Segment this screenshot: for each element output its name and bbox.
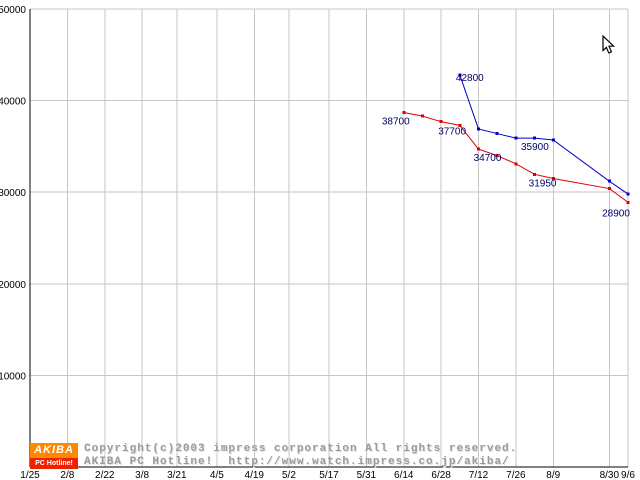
y-axis-tick-label: 30000 <box>0 188 26 199</box>
x-axis-tick-label: 7/26 <box>506 470 526 480</box>
data-point <box>626 200 630 204</box>
data-point <box>495 154 499 158</box>
akiba-pc-hotline-logo: AKIBA PC Hotline! <box>30 443 78 469</box>
data-point <box>514 162 518 166</box>
x-axis-tick-label: 9/6 <box>621 470 635 480</box>
logo-akiba-text: AKIBA <box>30 443 78 458</box>
x-axis-tick-label: 1/25 <box>20 470 40 480</box>
x-axis-tick-label: 2/8 <box>60 470 74 480</box>
data-point <box>533 172 537 176</box>
price-value-label: 42800 <box>456 73 484 84</box>
data-point <box>607 187 611 191</box>
x-axis-tick-label: 8/9 <box>546 470 560 480</box>
x-axis-tick-label: 4/5 <box>210 470 224 480</box>
price-value-label: 28900 <box>602 208 630 219</box>
data-point <box>458 123 462 127</box>
data-point <box>420 114 424 118</box>
y-axis-tick-label: 10000 <box>0 371 26 382</box>
x-axis-tick-label: 2/22 <box>95 470 115 480</box>
data-point <box>495 132 499 136</box>
x-axis-tick-label: 4/19 <box>245 470 265 480</box>
data-point <box>533 136 537 140</box>
y-axis-tick-label: 50000 <box>0 5 26 16</box>
copyright-line-2: AKIBA PC Hotline! http://www.watch.impre… <box>84 456 510 468</box>
y-axis-tick-label: 20000 <box>0 280 26 291</box>
data-point <box>626 192 630 196</box>
price-value-label: 34700 <box>474 153 502 164</box>
data-point <box>514 136 518 140</box>
data-point <box>402 111 406 115</box>
data-point <box>551 176 555 180</box>
blue-price-line <box>459 74 629 195</box>
price-value-label: 38700 <box>382 117 410 128</box>
data-point <box>477 147 480 151</box>
x-axis-tick-label: 5/31 <box>357 470 377 480</box>
x-axis-tick-label: 5/2 <box>282 470 296 480</box>
price-value-label: 35900 <box>521 142 549 153</box>
x-axis-tick-label: 3/21 <box>167 470 187 480</box>
x-axis-tick-label: 3/8 <box>135 470 149 480</box>
mouse-cursor-icon <box>602 35 616 54</box>
data-point <box>477 127 480 131</box>
price-value-label: 31950 <box>529 178 557 189</box>
copyright-line-1: Copyright(c)2003 impress corporation All… <box>84 443 518 455</box>
data-point <box>439 120 443 124</box>
data-point <box>458 73 462 77</box>
price-value-label: 37700 <box>438 127 466 138</box>
x-axis-tick-label: 8/30 <box>600 470 620 480</box>
x-axis-tick-label: 6/28 <box>431 470 451 480</box>
x-axis-tick-label: 7/12 <box>469 470 489 480</box>
y-axis-tick-label: 40000 <box>0 97 26 108</box>
x-axis-tick-label: 6/14 <box>394 470 414 480</box>
data-point <box>607 179 611 183</box>
logo-pc-hotline-text: PC Hotline! <box>30 458 78 469</box>
x-axis-tick-label: 5/17 <box>319 470 339 480</box>
data-point <box>551 138 555 142</box>
